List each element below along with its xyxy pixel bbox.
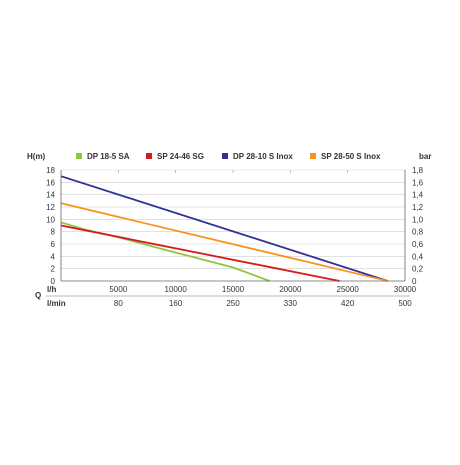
series-layer <box>60 175 389 282</box>
legend-label: DP 28-10 S Inox <box>233 152 293 161</box>
x-row2-tick-label: 250 <box>226 299 240 308</box>
y-left-tick-label: 14 <box>46 191 55 200</box>
legend-swatch <box>222 153 228 159</box>
series-line <box>60 202 389 282</box>
q-label: Q <box>35 291 41 300</box>
series-line <box>60 221 271 282</box>
legend-layer: DP 18-5 SA SP 24-46 SG DP 28-10 S Inox SP 2… <box>76 152 381 161</box>
y-right-tick-label: 1,2 <box>412 203 424 212</box>
y-left-tick-label: 18 <box>46 166 55 175</box>
x-row1-tick-label: 25000 <box>337 285 360 294</box>
legend-swatch <box>310 153 316 159</box>
right-axis-title: bar <box>419 152 431 161</box>
x-row2-tick-label: 500 <box>398 299 412 308</box>
y-left-tick-label: 2 <box>51 265 56 274</box>
series-line <box>60 224 340 282</box>
x-row2-tick-label: 160 <box>169 299 183 308</box>
x-row1-tick-label: 15000 <box>222 285 245 294</box>
grid-layer <box>61 169 406 269</box>
y-left-tick-label: 4 <box>51 252 56 261</box>
y-right-tick-label: 0,2 <box>412 265 424 274</box>
legend-label: DP 18-5 SA <box>87 152 130 161</box>
x-row1-tick-label: 10000 <box>165 285 188 294</box>
x-row1-tick-label: 30000 <box>394 285 417 294</box>
y-left-tick-label: 12 <box>46 203 55 212</box>
axis-layer: 0 2 4 6 8 10 12 14 16 18 0 0,2 0,4 0,6 0,8 1,0 1,2 1,4 1,6… <box>27 152 431 308</box>
left-axis-title: H(m) <box>27 152 46 161</box>
y-left-tick-label: 0 <box>51 277 56 286</box>
y-left-tick-label: 8 <box>51 228 56 237</box>
y-right-tick-label: 0,8 <box>412 228 424 237</box>
legend-label: SP 28-50 S Inox <box>321 152 381 161</box>
y-right-tick-label: 1,0 <box>412 215 424 224</box>
legend-swatch <box>76 153 82 159</box>
y-right-tick-label: 1,8 <box>412 166 424 175</box>
x-row1-tick-label: 20000 <box>279 285 302 294</box>
y-right-tick-label: 0,6 <box>412 240 424 249</box>
y-left-tick-label: 16 <box>46 178 55 187</box>
series-line <box>60 175 389 282</box>
x-row1-unit-label: l/h <box>47 285 56 294</box>
x-row2-unit-label: l/min <box>47 299 66 308</box>
legend-label: SP 24-46 SG <box>157 152 204 161</box>
y-right-tick-label: 1,6 <box>412 178 424 187</box>
legend-swatch <box>146 153 152 159</box>
x-row2-tick-label: 80 <box>114 299 123 308</box>
y-right-tick-label: 0,4 <box>412 252 424 261</box>
x-row2-tick-label: 330 <box>284 299 298 308</box>
y-left-tick-label: 6 <box>51 240 56 249</box>
x-row2-tick-label: 420 <box>341 299 355 308</box>
x-row1-tick-label: 5000 <box>109 285 127 294</box>
y-right-tick-label: 1,4 <box>412 191 424 200</box>
y-right-tick-label: 0 <box>412 277 417 286</box>
y-left-tick-label: 10 <box>46 215 55 224</box>
